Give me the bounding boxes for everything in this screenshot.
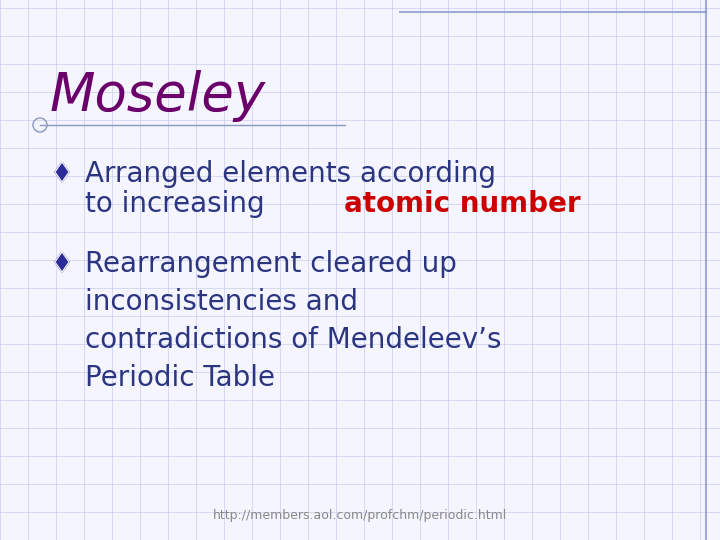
Text: inconsistencies and: inconsistencies and (85, 288, 358, 316)
Text: Rearrangement cleared up: Rearrangement cleared up (85, 250, 457, 278)
Polygon shape (55, 252, 69, 272)
Text: to increasing: to increasing (85, 190, 274, 218)
Polygon shape (55, 162, 69, 182)
Text: Arranged elements according: Arranged elements according (85, 160, 496, 188)
Text: contradictions of Mendeleev’s: contradictions of Mendeleev’s (85, 326, 502, 354)
Text: Periodic Table: Periodic Table (85, 364, 275, 392)
Text: atomic number: atomic number (344, 190, 581, 218)
Text: Moseley: Moseley (50, 70, 266, 122)
Text: http://members.aol.com/profchm/periodic.html: http://members.aol.com/profchm/periodic.… (213, 509, 507, 522)
